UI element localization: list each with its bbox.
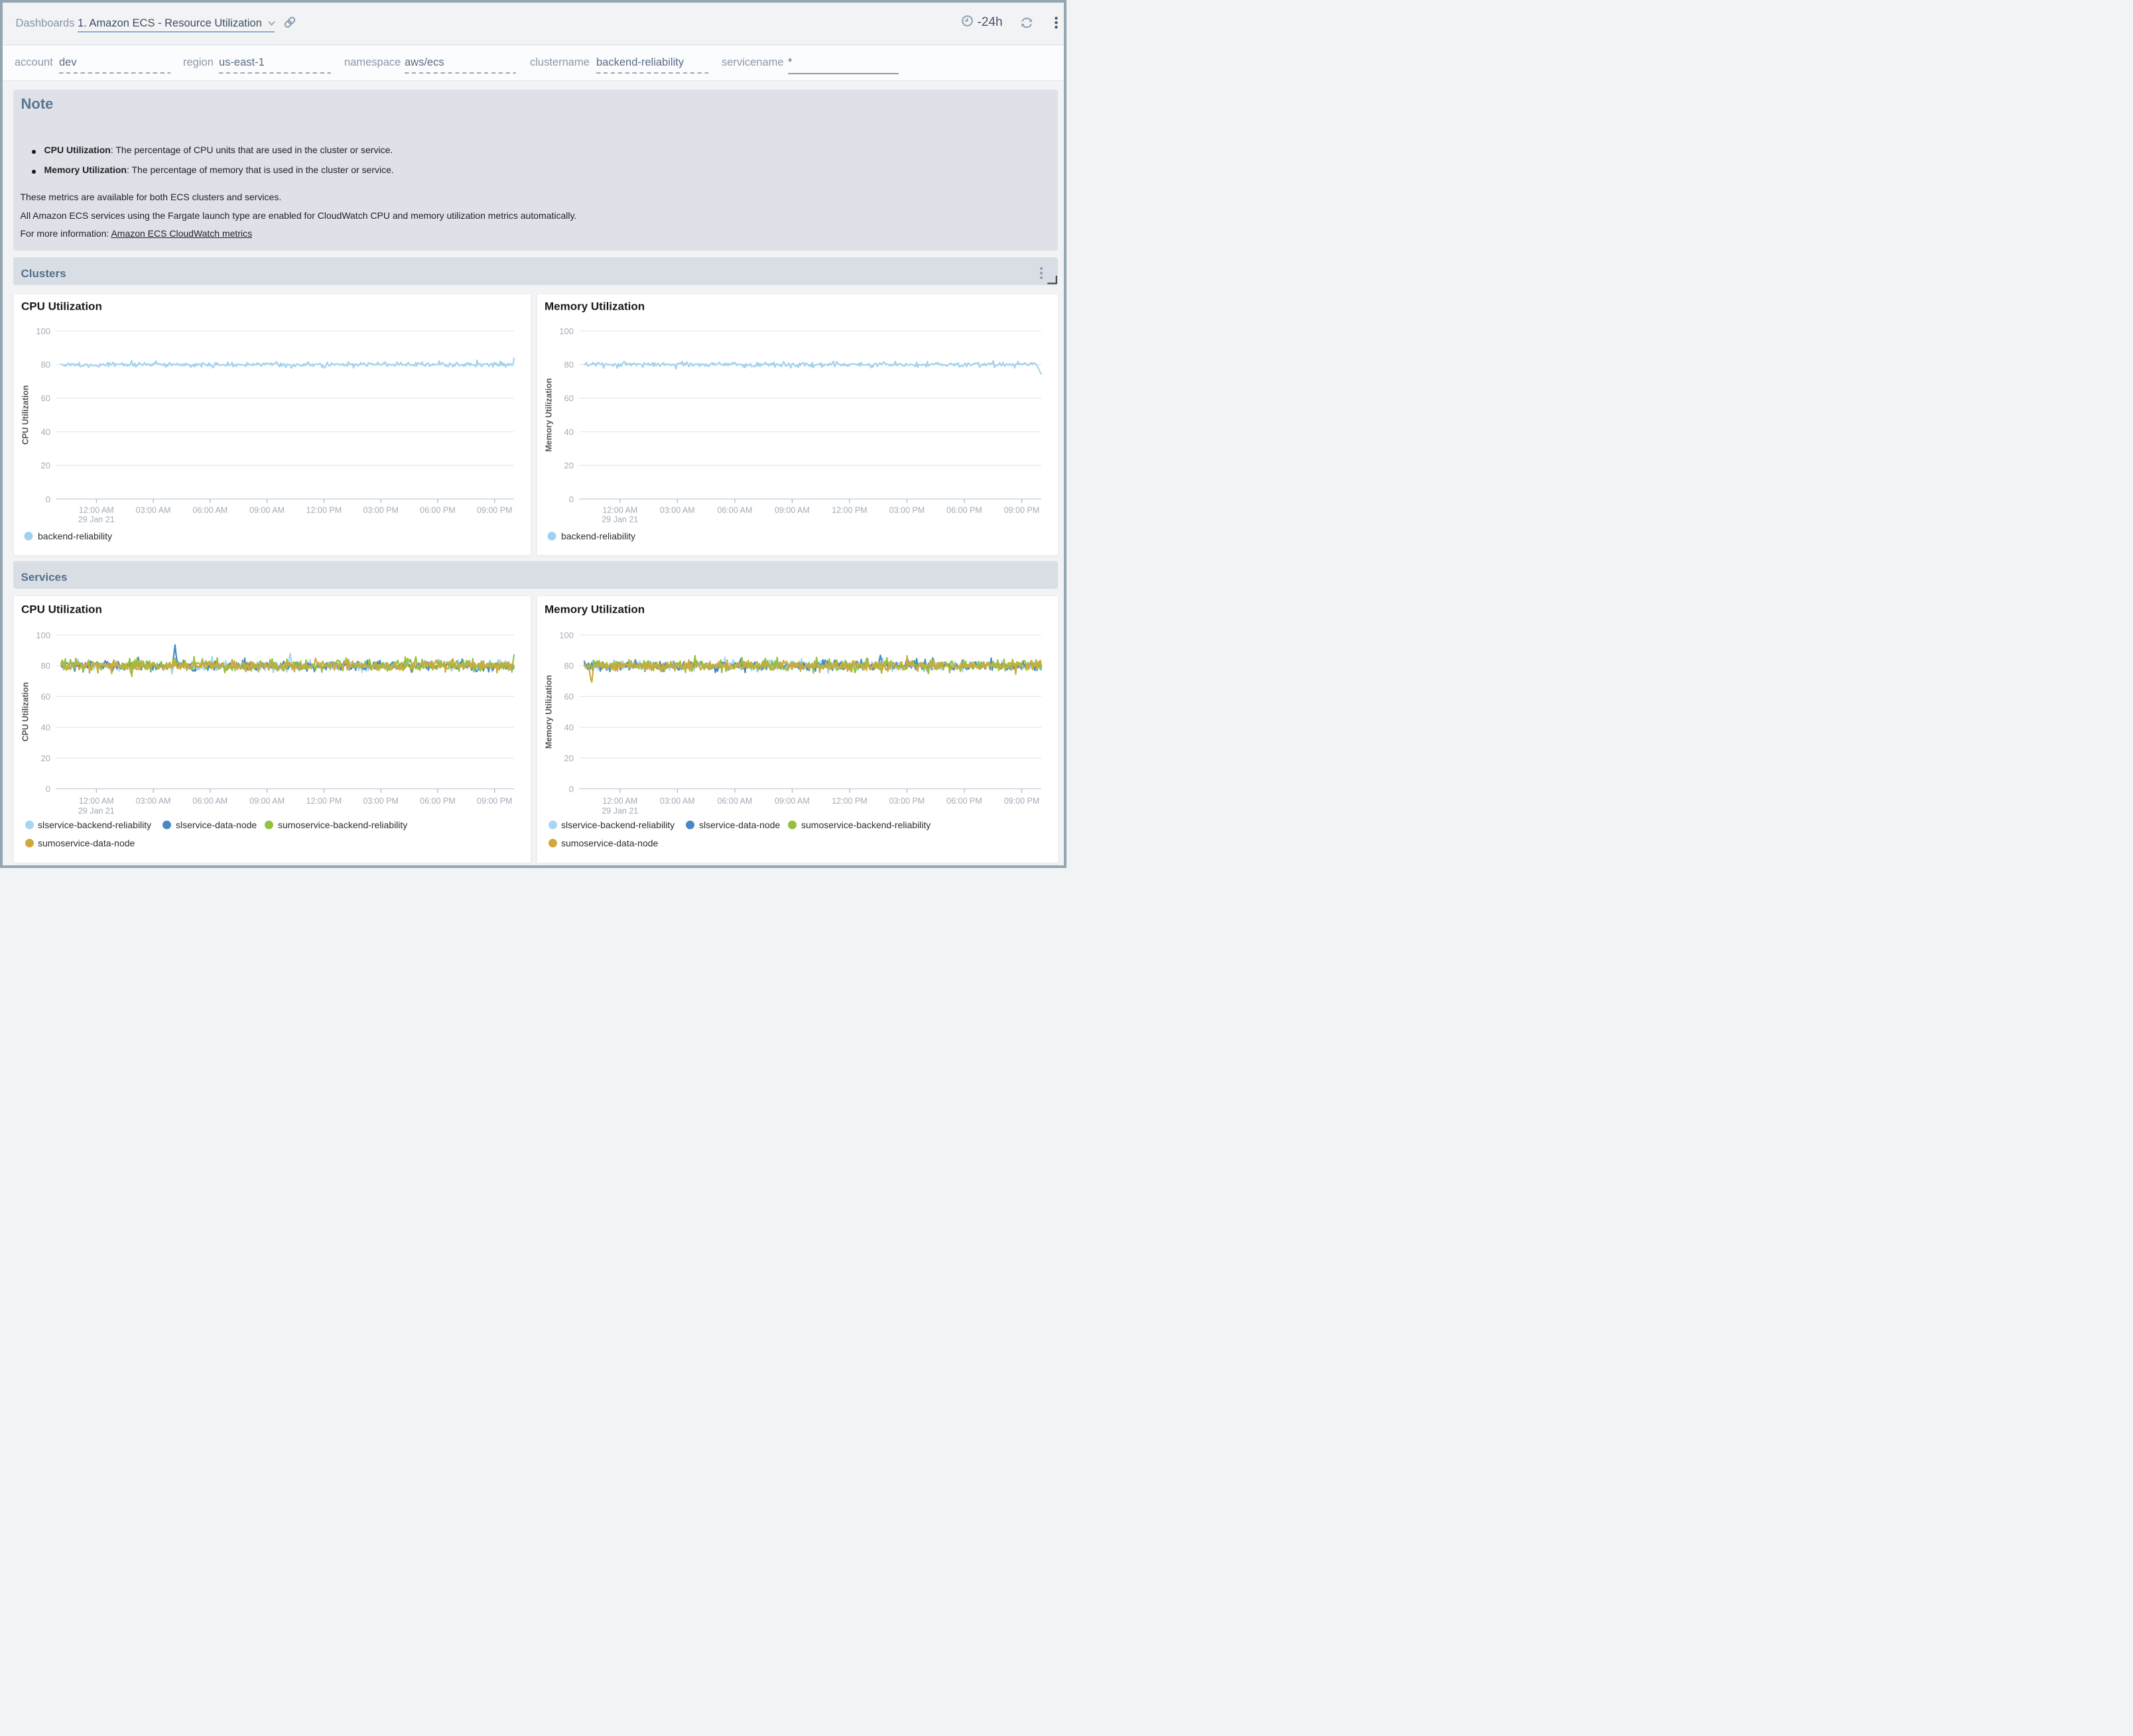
svg-text:06:00 AM: 06:00 AM	[717, 505, 752, 515]
svg-text:03:00 AM: 03:00 AM	[660, 796, 695, 806]
svg-text:12:00 AM: 12:00 AM	[602, 796, 637, 806]
svg-text:Memory Utilization: Memory Utilization	[545, 300, 645, 312]
svg-text:40: 40	[41, 723, 50, 733]
svg-text:Memory Utilization: Memory Utilization	[545, 675, 554, 749]
svg-text:0: 0	[46, 494, 50, 504]
svg-text:CPU Utilization: CPU Utilization	[21, 603, 102, 616]
svg-text:40: 40	[564, 426, 574, 436]
svg-text:12:00 AM: 12:00 AM	[79, 796, 114, 806]
svg-text:12:00 PM: 12:00 PM	[832, 796, 868, 806]
svg-text:06:00 AM: 06:00 AM	[192, 505, 227, 515]
svg-text:slservice-data-node: slservice-data-node	[699, 820, 780, 830]
svg-text:29 Jan 21: 29 Jan 21	[78, 515, 115, 524]
svg-text:29 Jan 21: 29 Jan 21	[602, 515, 638, 524]
svg-text:Memory Utilization: Memory Utilization	[545, 603, 645, 616]
svg-text:slservice-data-node: slservice-data-node	[176, 820, 257, 830]
svg-text:20: 20	[41, 460, 50, 470]
svg-text:80: 80	[41, 359, 50, 369]
svg-text:100: 100	[36, 630, 50, 640]
svg-text:0: 0	[46, 784, 50, 794]
svg-text:06:00 AM: 06:00 AM	[717, 796, 752, 806]
svg-text:20: 20	[564, 753, 574, 763]
svg-text:09:00 PM: 09:00 PM	[477, 505, 513, 515]
svg-text:20: 20	[564, 460, 574, 470]
svg-text:80: 80	[41, 661, 50, 671]
svg-text:0: 0	[569, 784, 574, 794]
svg-text:06:00 PM: 06:00 PM	[420, 796, 456, 806]
svg-text:29 Jan 21: 29 Jan 21	[602, 806, 638, 816]
svg-text:sumoservice-data-node: sumoservice-data-node	[38, 838, 135, 849]
svg-text:100: 100	[559, 326, 574, 336]
svg-text:03:00 AM: 03:00 AM	[136, 796, 171, 806]
svg-text:sumoservice-data-node: sumoservice-data-node	[561, 838, 659, 849]
svg-text:09:00 AM: 09:00 AM	[775, 505, 810, 515]
svg-text:03:00 PM: 03:00 PM	[889, 796, 925, 806]
svg-text:03:00 AM: 03:00 AM	[660, 505, 695, 515]
svg-text:40: 40	[41, 426, 50, 436]
svg-text:sumoservice-backend-reliabilit: sumoservice-backend-reliability	[278, 820, 407, 830]
svg-text:60: 60	[564, 692, 574, 702]
svg-text:CPU Utilization: CPU Utilization	[21, 385, 31, 445]
svg-text:0: 0	[569, 494, 574, 504]
svg-text:CPU Utilization: CPU Utilization	[21, 300, 102, 312]
svg-text:03:00 PM: 03:00 PM	[889, 505, 925, 515]
svg-text:100: 100	[36, 326, 50, 336]
svg-text:40: 40	[564, 723, 574, 733]
svg-text:60: 60	[564, 393, 574, 403]
svg-text:12:00 PM: 12:00 PM	[306, 505, 342, 515]
svg-text:backend-reliability: backend-reliability	[561, 530, 635, 541]
svg-text:12:00 AM: 12:00 AM	[79, 505, 114, 515]
svg-text:03:00 AM: 03:00 AM	[136, 505, 171, 515]
svg-text:03:00 PM: 03:00 PM	[363, 796, 399, 806]
svg-text:12:00 PM: 12:00 PM	[306, 796, 342, 806]
svg-text:60: 60	[41, 692, 50, 702]
svg-text:sumoservice-backend-reliabilit: sumoservice-backend-reliability	[801, 820, 931, 830]
svg-text:03:00 PM: 03:00 PM	[363, 505, 399, 515]
svg-text:09:00 PM: 09:00 PM	[477, 796, 513, 806]
svg-text:09:00 PM: 09:00 PM	[1004, 505, 1040, 515]
svg-text:Memory Utilization: Memory Utilization	[545, 378, 554, 452]
svg-text:06:00 AM: 06:00 AM	[192, 796, 227, 806]
svg-text:100: 100	[559, 630, 574, 640]
svg-text:12:00 AM: 12:00 AM	[602, 505, 637, 515]
svg-text:80: 80	[564, 359, 574, 369]
svg-text:CPU Utilization: CPU Utilization	[21, 682, 31, 742]
svg-text:06:00 PM: 06:00 PM	[946, 505, 982, 515]
svg-text:09:00 PM: 09:00 PM	[1004, 796, 1040, 806]
svg-text:09:00 AM: 09:00 AM	[249, 505, 285, 515]
svg-text:09:00 AM: 09:00 AM	[249, 796, 285, 806]
svg-text:slservice-backend-reliability: slservice-backend-reliability	[561, 820, 675, 830]
svg-text:80: 80	[564, 661, 574, 671]
svg-text:12:00 PM: 12:00 PM	[832, 505, 868, 515]
svg-text:06:00 PM: 06:00 PM	[946, 796, 982, 806]
svg-text:06:00 PM: 06:00 PM	[420, 505, 456, 515]
svg-text:slservice-backend-reliability: slservice-backend-reliability	[38, 820, 151, 830]
svg-text:60: 60	[41, 393, 50, 403]
svg-text:backend-reliability: backend-reliability	[38, 530, 112, 541]
svg-text:20: 20	[41, 753, 50, 763]
svg-text:09:00 AM: 09:00 AM	[775, 796, 810, 806]
svg-text:29 Jan 21: 29 Jan 21	[78, 806, 115, 816]
